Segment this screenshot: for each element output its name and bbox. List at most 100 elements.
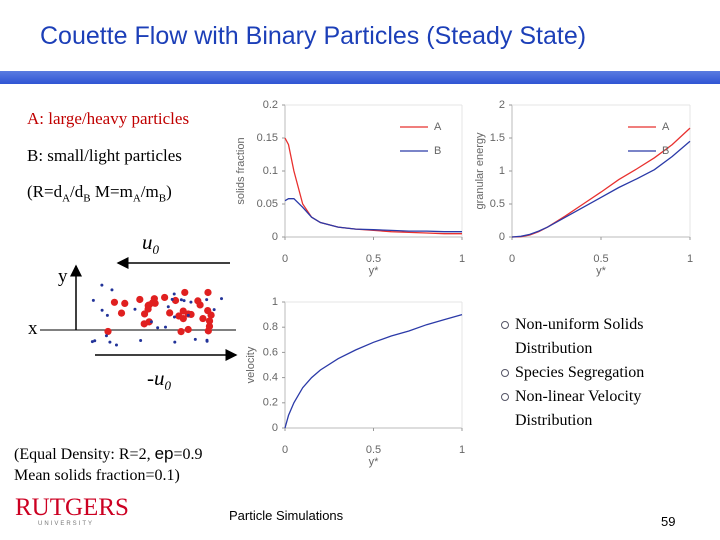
ratio-formula: (R=dA/dB M=mA/mB) — [27, 182, 172, 204]
legend-label: B — [434, 145, 441, 157]
slide-title: Couette Flow with Binary Particles (Stea… — [40, 22, 587, 50]
y-tick-label: 0.4 — [263, 372, 278, 384]
small-particle — [205, 298, 209, 302]
formula-sub: B — [158, 192, 167, 205]
page-number: 59 — [661, 514, 676, 529]
series-line — [511, 140, 691, 238]
bottom-velocity-label: -u0 — [147, 366, 171, 394]
small-particle — [110, 288, 114, 292]
y-tick-label: 0.05 — [257, 198, 278, 210]
x-tick-label: 0.5 — [366, 444, 381, 456]
large-particle — [117, 309, 126, 317]
logo-sub: UNIVERSITY — [38, 521, 95, 527]
large-particle — [149, 299, 157, 307]
note-text: (Equal Density: R=2, — [14, 446, 155, 463]
small-particle — [205, 339, 209, 343]
label-sub: 0 — [152, 242, 160, 258]
small-particle — [93, 339, 97, 343]
small-particle — [220, 297, 224, 301]
large-particle — [204, 288, 212, 297]
top-velocity-label: u0 — [142, 230, 159, 258]
y-tick-label: 0.1 — [263, 165, 278, 177]
small-particle — [91, 298, 95, 302]
large-particle — [110, 298, 119, 306]
formula-text: ) — [166, 182, 172, 201]
formula-text: /d — [70, 182, 84, 201]
y-axis-label: velocity — [245, 346, 257, 383]
definition: A: large/heavy particles — [27, 109, 190, 128]
x-tick-label: 0.5 — [366, 253, 381, 265]
small-particle — [182, 299, 186, 303]
particles — [90, 283, 224, 347]
large-particle — [181, 288, 189, 297]
large-particle — [196, 301, 204, 309]
bullet: Non-uniform Solids Distribution — [500, 313, 690, 361]
large-particle — [177, 327, 185, 336]
x-tick-label: 1 — [687, 253, 693, 265]
small-particle — [212, 308, 216, 312]
x-tick-label: 0.5 — [593, 253, 608, 265]
x-tick-label: 1 — [459, 253, 465, 265]
y-tick-label: 0.2 — [263, 397, 278, 409]
large-particle — [204, 307, 212, 315]
label-sub: 0 — [164, 378, 172, 394]
small-particle — [100, 308, 104, 312]
formula-sub: B — [83, 192, 91, 205]
logo: RUTGERS — [15, 494, 129, 521]
formula-text: M=m — [90, 182, 133, 201]
small-particle — [172, 292, 176, 296]
x-axis-label: y* — [369, 456, 380, 468]
formula-text: /m — [140, 182, 159, 201]
formula-sub: A — [62, 192, 71, 205]
large-particle — [145, 318, 153, 326]
small-particle — [100, 283, 104, 287]
small-particle — [166, 305, 170, 309]
series-line — [284, 313, 463, 429]
formula-text: (R=d — [27, 182, 63, 201]
y-tick-label: 0 — [272, 231, 278, 243]
large-particle — [179, 307, 187, 315]
small-particle — [179, 298, 183, 302]
y-tick-label: 0.5 — [490, 198, 505, 210]
y-axis-label: granular energy — [474, 132, 486, 210]
large-particle — [184, 325, 192, 334]
y-tick-label: 0 — [272, 422, 278, 434]
x-tick-label: 0 — [282, 253, 288, 265]
small-particle — [173, 340, 177, 344]
large-particle — [204, 327, 212, 335]
small-particle — [170, 297, 174, 301]
x-axis-label: x — [28, 318, 38, 339]
x-tick-label: 0 — [282, 444, 288, 456]
bullet: Non-linear Velocity Distribution — [500, 385, 690, 433]
y-tick-label: 0 — [499, 231, 505, 243]
x-axis-label: y* — [596, 265, 607, 277]
series-line — [284, 198, 462, 233]
large-particle — [161, 293, 169, 302]
x-tick-label: 0 — [509, 253, 515, 265]
large-particle — [205, 317, 214, 325]
y-tick-label: 0.2 — [263, 99, 278, 111]
y-tick-label: 1.5 — [490, 132, 505, 144]
y-tick-label: 0.6 — [263, 346, 278, 358]
large-particle — [104, 327, 112, 336]
y-tick-label: 1 — [272, 296, 278, 308]
title-bar — [0, 71, 720, 84]
formula-sub: A — [132, 192, 141, 205]
legend-label: B — [662, 145, 669, 157]
note-symbol: ep — [154, 444, 174, 463]
small-particle — [172, 315, 176, 319]
note-text: =0.9 — [173, 446, 203, 463]
y-tick-label: 0.8 — [263, 321, 278, 333]
legend-label: A — [662, 121, 670, 133]
large-particle — [171, 296, 180, 305]
small-particle — [133, 307, 137, 311]
y-tick-label: 1 — [499, 165, 505, 177]
small-particle — [104, 334, 108, 338]
large-particle — [136, 295, 144, 304]
y-tick-label: 0.15 — [257, 132, 278, 144]
label: u — [142, 230, 153, 254]
small-particle — [105, 313, 109, 317]
note: Mean solids fraction=0.1) — [14, 467, 180, 484]
